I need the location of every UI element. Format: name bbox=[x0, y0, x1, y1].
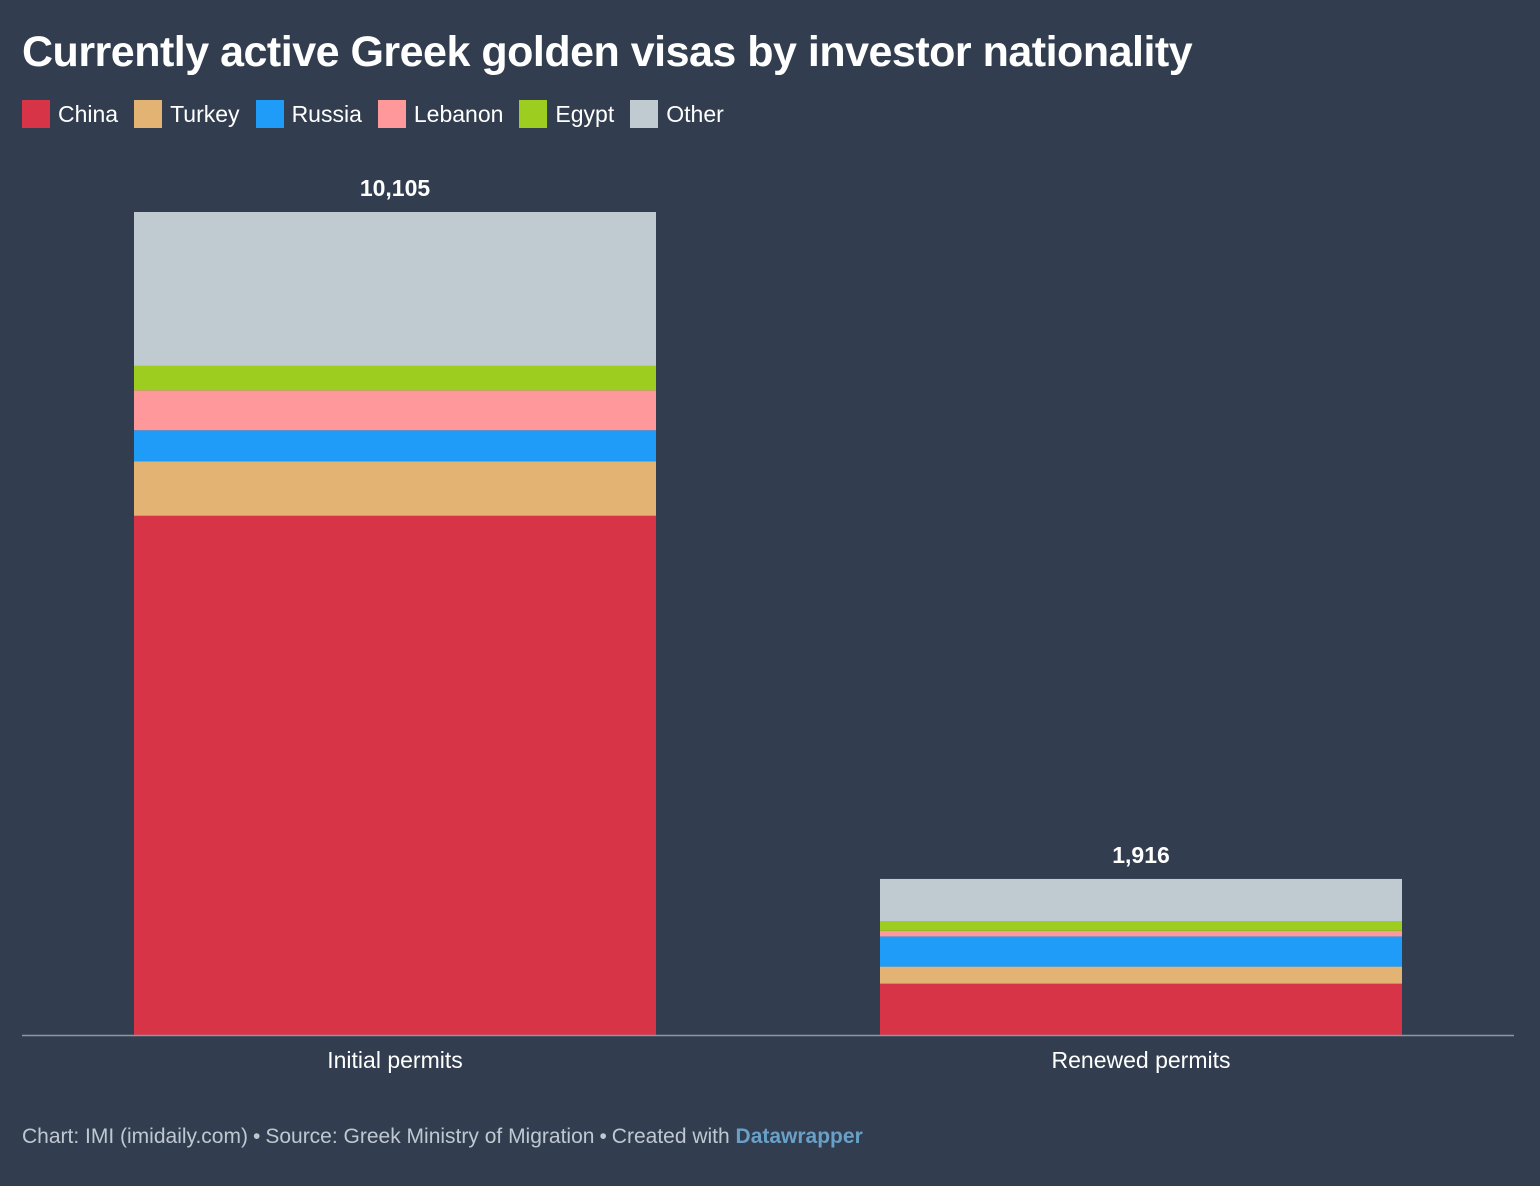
legend-item-china: China bbox=[22, 99, 118, 129]
datawrapper-link[interactable]: Datawrapper bbox=[735, 1125, 863, 1148]
footer-separator: • bbox=[252, 1125, 261, 1148]
legend-label-lebanon: Lebanon bbox=[413, 101, 504, 127]
legend-label-turkey: Turkey bbox=[170, 101, 240, 127]
source-text: Source: Greek Ministry of Migration bbox=[265, 1125, 595, 1148]
total-label-renewed-permits: 1,916 bbox=[1112, 842, 1170, 868]
bar-segment-initial-permits-turkey bbox=[134, 461, 656, 516]
bar-segment-initial-permits-other bbox=[134, 212, 656, 366]
legend-label-china: China bbox=[58, 101, 119, 127]
legend-label-other: Other bbox=[666, 101, 724, 127]
bar-segment-initial-permits-china bbox=[134, 515, 656, 1035]
legend-swatch-egypt bbox=[519, 100, 548, 128]
category-label-initial-permits: Initial permits bbox=[327, 1047, 462, 1073]
legend-swatch-china bbox=[22, 100, 50, 128]
bar-segment-renewed-permits-egypt bbox=[880, 921, 1402, 931]
legend-item-egypt: Egypt bbox=[519, 99, 614, 129]
legend-label-egypt: Egypt bbox=[555, 101, 615, 127]
bar-segment-initial-permits-russia bbox=[134, 430, 656, 462]
legend-item-turkey: Turkey bbox=[134, 99, 240, 129]
labels-layer: 10,105 Initial permits 1,916 Renewed permit… bbox=[327, 175, 1230, 1073]
legend-swatch-lebanon bbox=[377, 100, 406, 128]
legend-label-russia: Russia bbox=[291, 101, 362, 127]
bar-segment-renewed-permits-other bbox=[880, 878, 1402, 922]
legend-swatch-other bbox=[630, 100, 659, 128]
legend-swatch-russia bbox=[255, 100, 284, 128]
bar-segment-renewed-permits-china bbox=[880, 983, 1402, 1035]
bar-segment-renewed-permits-russia bbox=[880, 936, 1402, 967]
total-label-initial-permits: 10,105 bbox=[360, 175, 431, 201]
bar-segment-initial-permits-egypt bbox=[134, 365, 656, 391]
legend-swatch-turkey bbox=[134, 100, 163, 128]
footer-separator: • bbox=[599, 1125, 607, 1148]
chart-credit: Chart: IMI (imidaily.com) bbox=[22, 1125, 248, 1148]
legend-item-russia: Russia bbox=[255, 99, 362, 129]
chart-legend: China Turkey Russia Lebanon Egypt Other bbox=[22, 99, 740, 129]
chart-title: Currently active Greek golden visas by i… bbox=[22, 28, 1193, 76]
chart-footer: Chart: IMI (imidaily.com) • Source: Greek … bbox=[22, 1123, 863, 1151]
bar-segment-initial-permits-lebanon bbox=[134, 390, 656, 431]
bar-segment-renewed-permits-lebanon bbox=[880, 930, 1402, 937]
bars-layer bbox=[134, 212, 1402, 1035]
bar-segment-renewed-permits-turkey bbox=[880, 966, 1402, 984]
legend-item-lebanon: Lebanon bbox=[377, 99, 504, 129]
legend-item-other: Other bbox=[630, 99, 724, 129]
created-with-text: Created with bbox=[611, 1125, 730, 1148]
category-label-renewed-permits: Renewed permits bbox=[1052, 1047, 1231, 1073]
